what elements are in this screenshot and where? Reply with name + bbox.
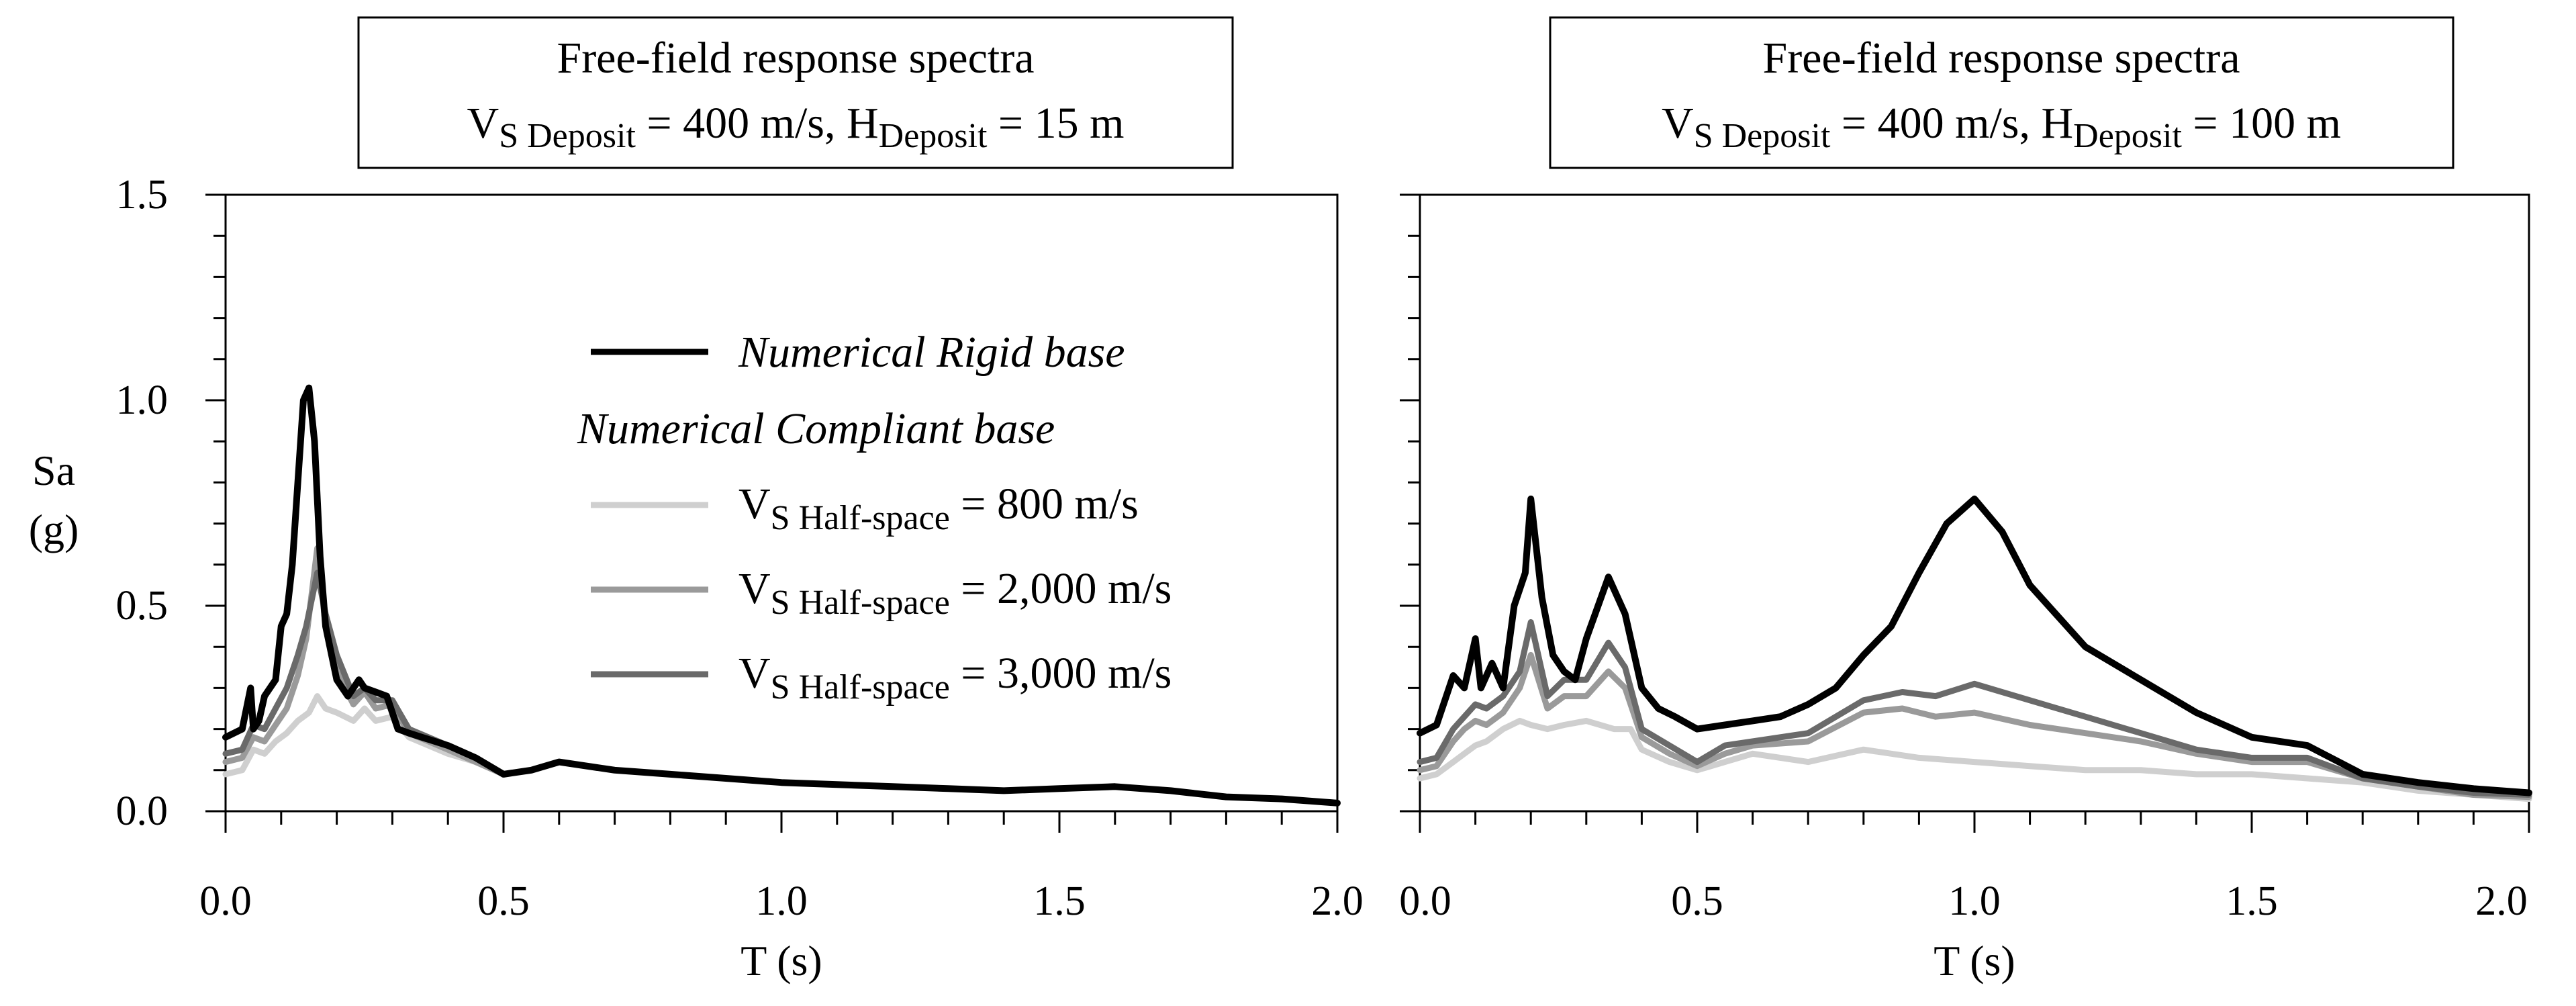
legend-label-3000: VS Half-space = 3,000 m/s <box>738 649 1172 706</box>
left-series <box>222 384 1341 807</box>
right-x-tick-label: 2.0 <box>2475 878 2528 924</box>
left-x-axis-label: T (s) <box>741 937 822 985</box>
left-title-box <box>357 16 1234 169</box>
left-title-line1: Free-field response spectra <box>557 34 1034 83</box>
right-title-box <box>1549 16 2454 169</box>
y-axis-label-line1: Sa <box>32 447 75 494</box>
legend: Numerical Rigid base Numerical Compliant… <box>577 328 1172 706</box>
left-title-line2: VS Deposit = 400 m/s, HDeposit = 15 m <box>467 99 1125 155</box>
right-ticks <box>1400 193 2530 833</box>
legend-label-2000: VS Half-space = 2,000 m/s <box>738 564 1172 622</box>
left-y-tick-label: 1.5 <box>116 172 169 218</box>
left-x-tick-label: 0.5 <box>477 878 530 924</box>
left-x-tick-label: 2.0 <box>1311 878 1364 924</box>
legend-heading-compliant: Numerical Compliant base <box>577 404 1055 453</box>
y-axis-label-line2: (g) <box>29 506 79 553</box>
right-x-tick-labels: 0.0 0.5 1.0 1.5 2.0 <box>1399 878 2528 924</box>
left-y-tick-label: 0.0 <box>116 788 169 834</box>
right-x-tick-label: 0.0 <box>1399 878 1451 924</box>
left-x-tick-label: 1.5 <box>1033 878 1086 924</box>
left-x-tick-labels: 0.0 0.5 1.0 1.5 2.0 <box>199 878 1364 924</box>
legend-label-rigid: Numerical Rigid base <box>738 328 1125 377</box>
right-x-tick-label: 1.0 <box>1948 878 2001 924</box>
left-y-tick-labels: 0.0 0.5 1.0 1.5 <box>116 172 169 834</box>
right-series-vs-half-space-2-000-m-s <box>1417 651 2532 801</box>
right-x-tick-label: 0.5 <box>1671 878 1723 924</box>
right-title-line1: Free-field response spectra <box>1762 34 2240 83</box>
right-series-numerical-rigid-base <box>1417 495 2532 796</box>
left-x-tick-label: 1.0 <box>755 878 808 924</box>
right-title-line2: VS Deposit = 400 m/s, HDeposit = 100 m <box>1662 99 2341 155</box>
right-x-axis-label: T (s) <box>1934 937 2015 985</box>
right-panel: Free-field response spectra VS Deposit =… <box>1399 16 2532 985</box>
left-panel: Free-field response spectra VS Deposit =… <box>29 16 1364 985</box>
left-x-tick-label: 0.0 <box>199 878 252 924</box>
right-series <box>1417 495 2532 803</box>
right-x-tick-label: 1.5 <box>2226 878 2278 924</box>
left-ticks <box>205 193 1339 833</box>
left-y-tick-label: 1.0 <box>116 377 169 423</box>
right-series-vs-half-space-3-000-m-s <box>1417 619 2532 798</box>
right-series-vs-half-space-800-m-s <box>1417 717 2532 803</box>
left-series-numerical-rigid-base <box>222 384 1341 807</box>
left-y-tick-label: 0.5 <box>116 583 169 629</box>
legend-label-800: VS Half-space = 800 m/s <box>738 479 1139 537</box>
